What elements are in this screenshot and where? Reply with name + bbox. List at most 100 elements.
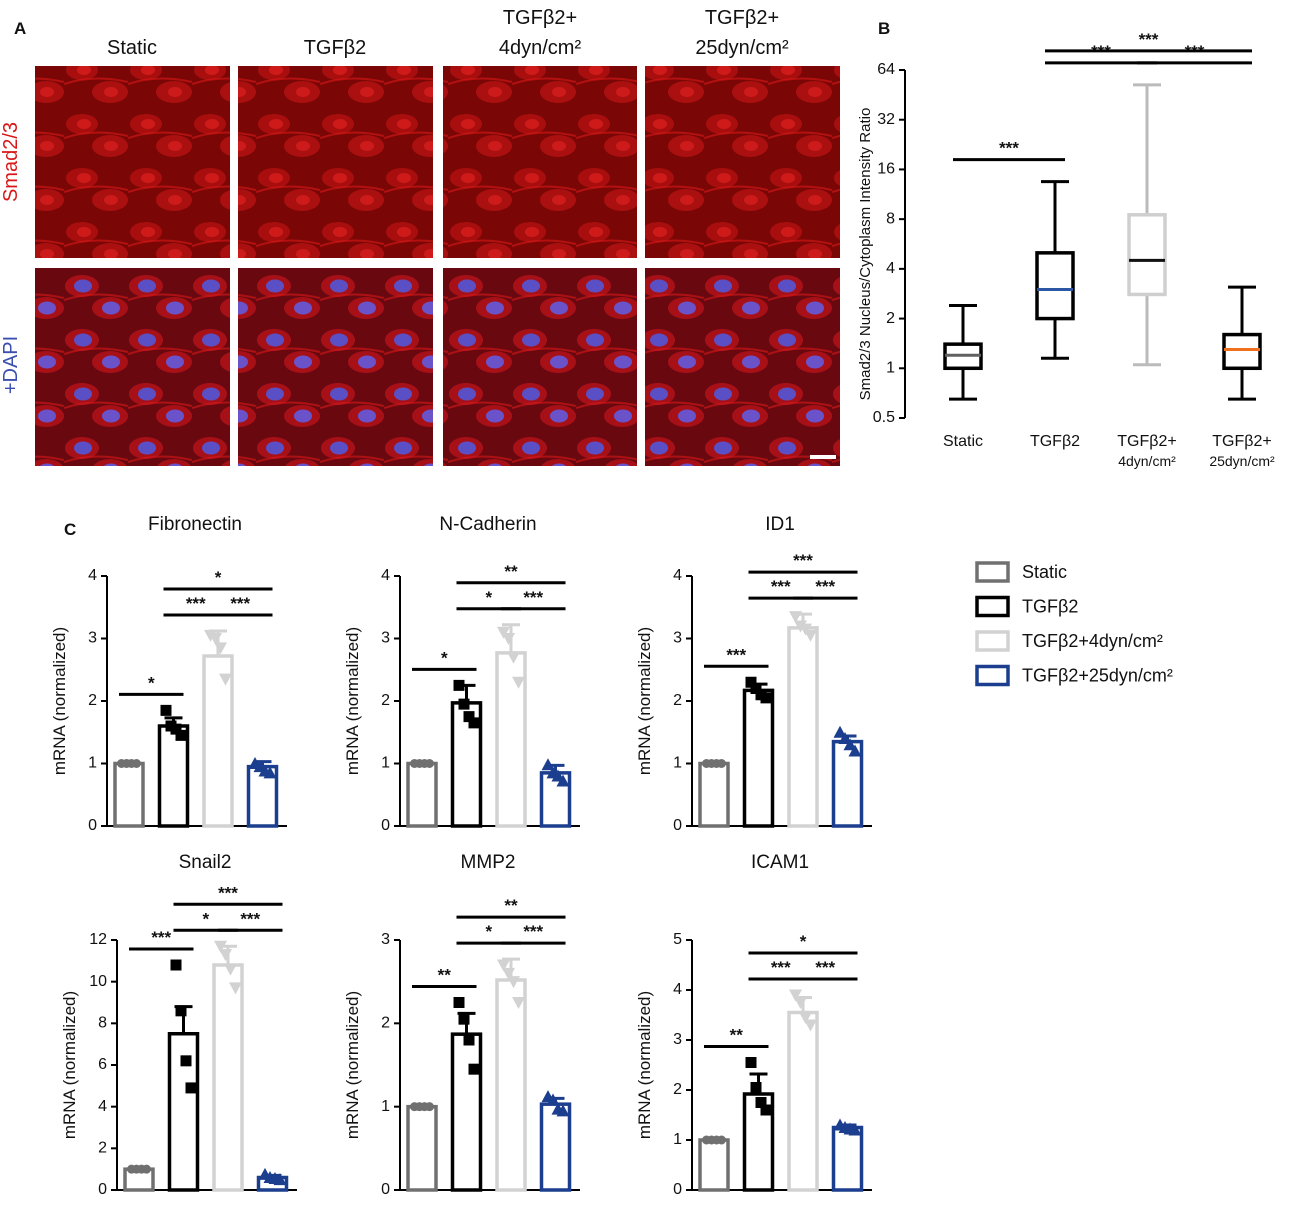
y-tick-label: 0	[673, 1181, 682, 1198]
data-point	[512, 676, 525, 689]
y-tick-label: 4	[886, 260, 895, 277]
bar	[787, 1010, 819, 1192]
micrograph	[238, 66, 433, 258]
x-tick-label: 25dyn/cm²	[1209, 453, 1275, 469]
bar	[113, 761, 145, 828]
data-point	[453, 679, 465, 691]
y-tick-label: 16	[877, 161, 895, 178]
x-tick-label: Static	[943, 433, 983, 450]
data-point	[507, 976, 520, 989]
significance-label: *	[485, 922, 492, 941]
y-tick-label: 4	[98, 1098, 107, 1115]
data-point	[468, 717, 480, 729]
data-point	[204, 629, 217, 642]
micrograph	[35, 66, 230, 258]
y-tick-label: 2	[381, 1015, 390, 1032]
data-point	[497, 626, 510, 639]
y-tick-label: 2	[673, 692, 682, 709]
data-point	[142, 1164, 151, 1174]
data-point	[425, 759, 434, 768]
y-tick-label: 0	[381, 817, 390, 834]
column-header: 4dyn/cm²	[499, 37, 582, 59]
y-tick-label: 1	[886, 360, 895, 377]
bar	[787, 626, 819, 828]
y-axis-label: mRNA (normalized)	[50, 627, 69, 775]
data-point	[799, 623, 812, 636]
y-tick-label: 64	[877, 61, 895, 78]
y-tick-label: 4	[673, 567, 682, 584]
data-point	[273, 1173, 287, 1186]
y-tick-label: 3	[88, 630, 97, 647]
significance-label: ***	[815, 577, 835, 596]
significance-label: *	[441, 648, 448, 667]
y-tick-label: 4	[88, 567, 97, 584]
data-point	[804, 629, 817, 642]
x-tick-label: TGFβ2	[1030, 433, 1080, 450]
data-point	[541, 758, 555, 771]
y-axis-label: mRNA (normalized)	[343, 627, 362, 775]
legend-label: Static	[1022, 562, 1067, 582]
legend-swatch	[975, 561, 1010, 583]
bar	[406, 761, 438, 828]
significance-label: ***	[240, 909, 260, 928]
micrograph	[238, 268, 433, 466]
bar	[450, 1032, 483, 1192]
data-point	[453, 997, 465, 1008]
y-tick-label: 2	[886, 310, 895, 327]
box	[1222, 332, 1262, 371]
data-point	[214, 642, 227, 655]
data-point	[750, 1082, 762, 1093]
y-axis-label: mRNA (normalized)	[635, 991, 654, 1139]
row-label: +DAPI	[0, 336, 22, 394]
data-point	[219, 949, 232, 962]
panel-label: A	[14, 19, 26, 38]
data-point	[750, 683, 762, 694]
y-tick-label: 5	[673, 931, 682, 948]
significance-label: ***	[793, 551, 813, 570]
data-point	[745, 676, 757, 688]
significance-label: *	[800, 932, 807, 951]
legend-label: TGFβ2+4dyn/cm²	[1022, 631, 1163, 651]
data-point	[185, 1082, 197, 1094]
data-point	[507, 651, 520, 664]
data-point	[458, 1013, 470, 1025]
y-tick-label: 0	[88, 817, 97, 834]
y-axis-label: mRNA (normalized)	[635, 627, 654, 775]
panel-label: B	[878, 19, 890, 38]
chart-title: ID1	[765, 514, 795, 535]
legend-label: TGFβ2	[1022, 597, 1078, 617]
data-point	[160, 704, 172, 716]
chart-title: Fibronectin	[148, 514, 242, 535]
data-point	[717, 1135, 726, 1145]
panel-label: C	[64, 520, 76, 539]
significance-label: **	[730, 1026, 744, 1045]
bar	[831, 1125, 864, 1192]
bar	[539, 1102, 572, 1192]
significance-label: ***	[523, 922, 543, 941]
y-tick-label: 2	[381, 692, 390, 709]
data-point	[760, 692, 772, 704]
bar	[742, 688, 775, 828]
data-point	[458, 698, 470, 710]
y-tick-label: 6	[98, 1056, 107, 1073]
y-tick-label: 2	[673, 1081, 682, 1098]
data-point	[132, 759, 141, 768]
data-point	[497, 959, 510, 972]
y-tick-label: 0.5	[873, 409, 895, 426]
data-point	[214, 940, 227, 953]
data-point	[848, 744, 862, 757]
data-point	[425, 1102, 434, 1112]
significance-label: ***	[151, 928, 171, 947]
y-tick-label: 2	[88, 692, 97, 709]
bar	[406, 1104, 438, 1192]
chart-title: Snail2	[179, 852, 232, 873]
x-tick-label: 4dyn/cm²	[1118, 453, 1176, 469]
data-point	[180, 1055, 192, 1067]
bar	[495, 978, 527, 1192]
legend-swatch	[975, 664, 1010, 687]
significance-label: *	[202, 909, 209, 928]
y-tick-label: 10	[89, 973, 107, 990]
bar	[202, 654, 234, 828]
y-tick-label: 32	[877, 111, 895, 128]
